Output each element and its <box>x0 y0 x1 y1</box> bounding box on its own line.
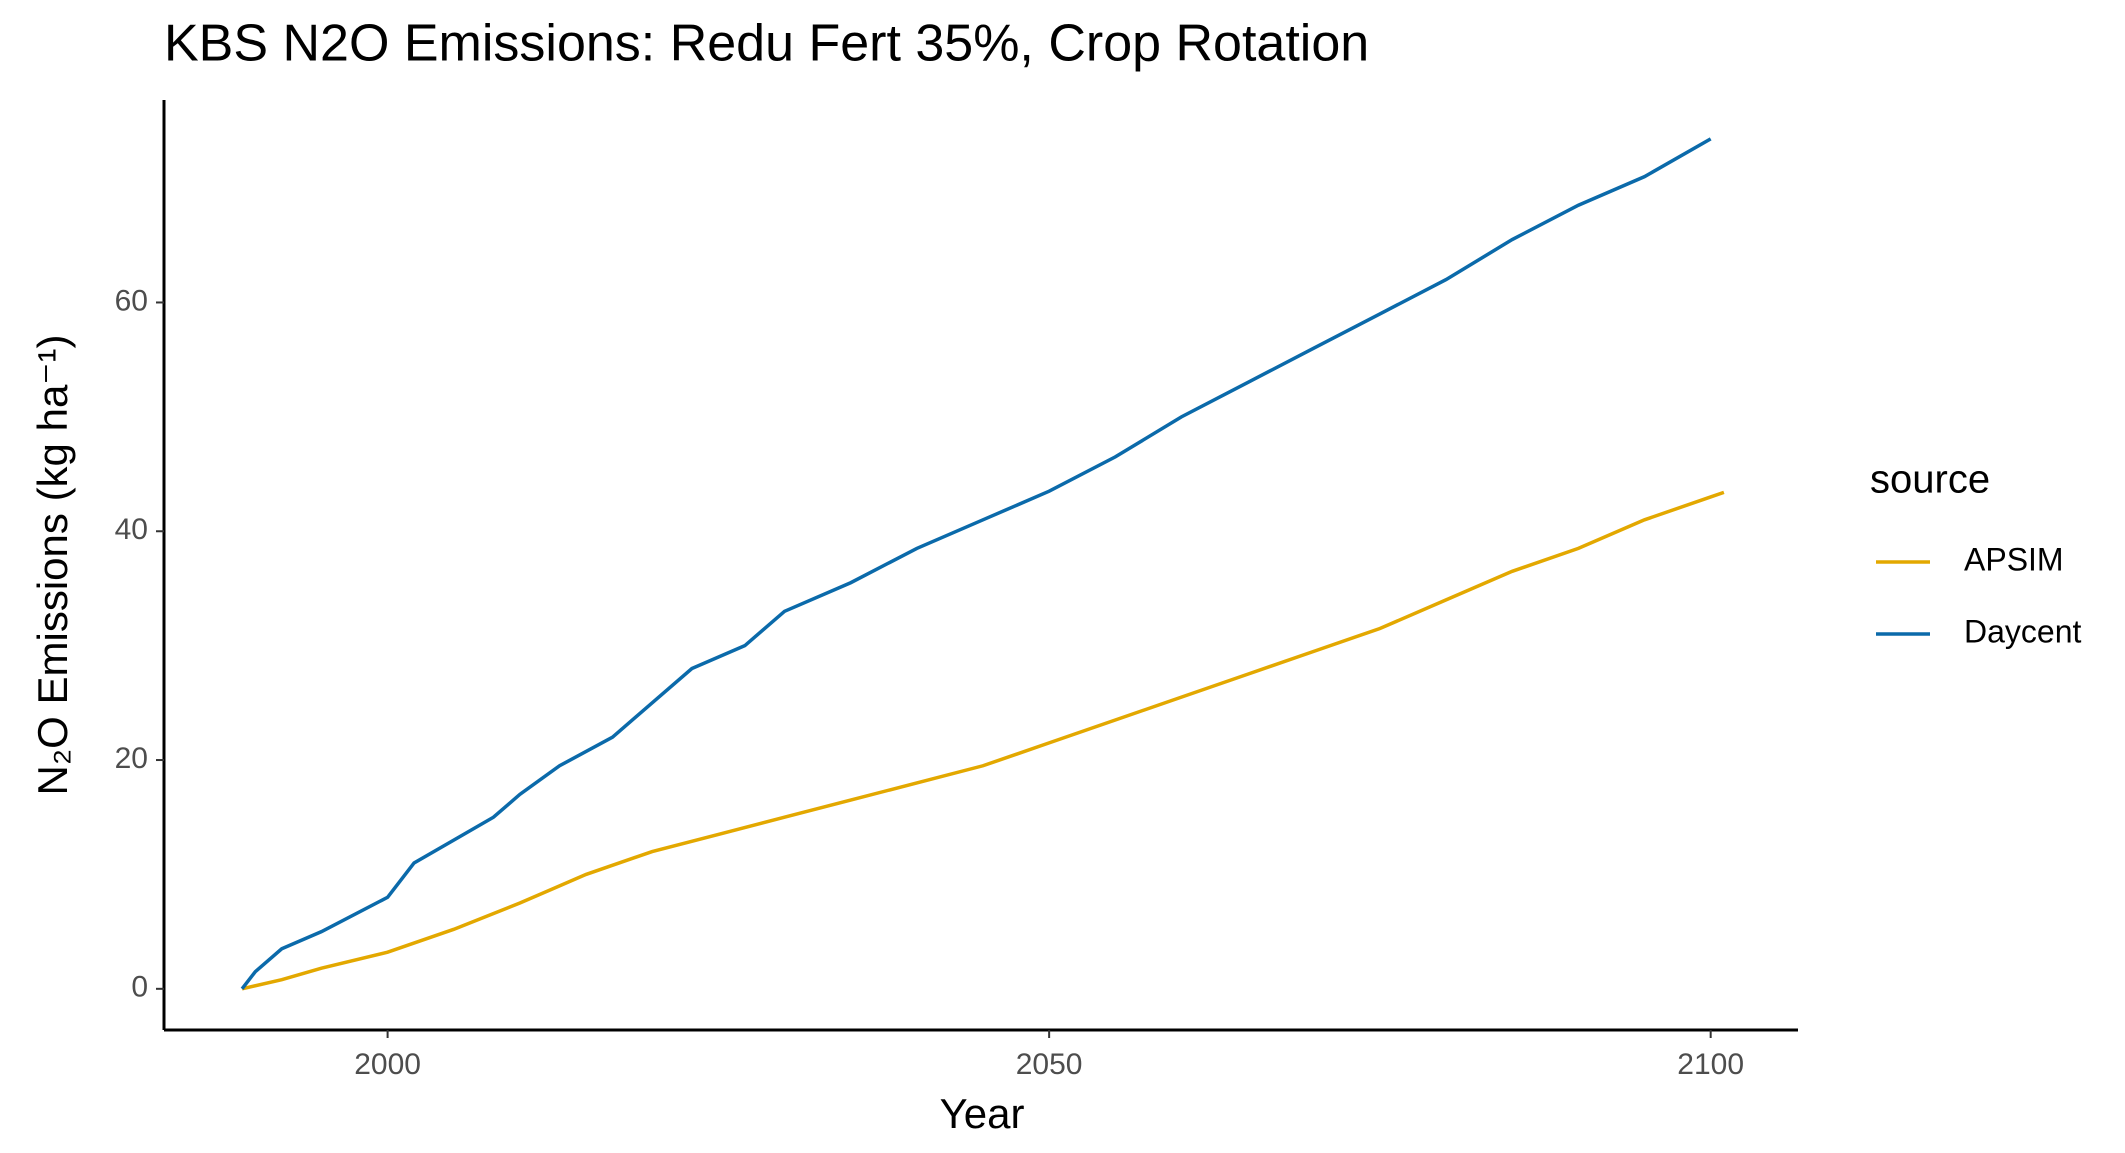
x-axis-label: Year <box>940 1090 1025 1137</box>
y-tick-label: 20 <box>115 742 148 775</box>
y-tick-label: 60 <box>115 284 148 317</box>
x-tick-label: 2000 <box>354 1048 421 1081</box>
y-tick-label: 40 <box>115 513 148 546</box>
legend-label: Daycent <box>1964 613 2082 649</box>
y-axis-label: N₂O Emissions (kg ha⁻¹) <box>29 335 76 796</box>
data-line <box>240 137 1712 990</box>
legend-label: APSIM <box>1964 541 2064 577</box>
y-tick-label: 0 <box>131 971 148 1004</box>
x-tick-label: 2100 <box>1677 1048 1744 1081</box>
chart-title: KBS N2O Emissions: Redu Fert 35%, Crop R… <box>164 15 1369 73</box>
data-line <box>241 490 1725 991</box>
x-tick-label: 2050 <box>1016 1048 1083 1081</box>
legend-title: source <box>1870 458 1990 502</box>
